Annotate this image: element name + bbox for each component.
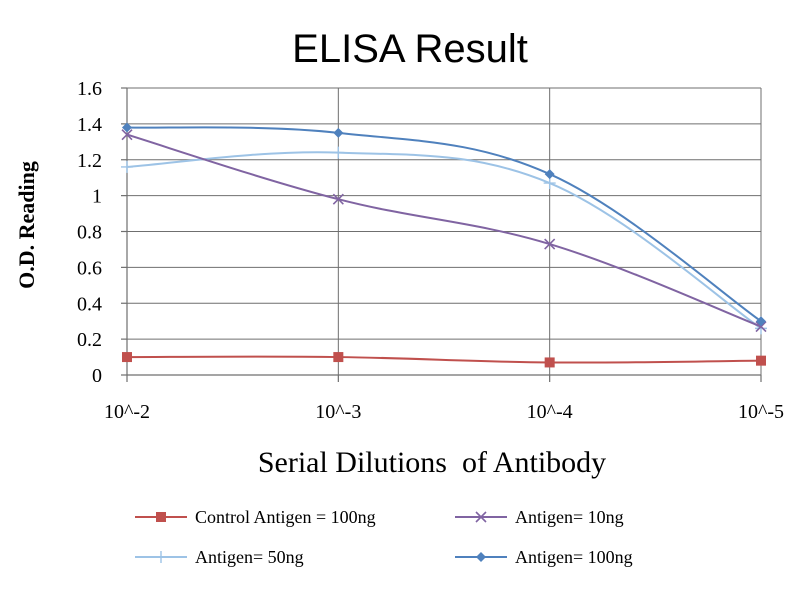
legend-label: Antigen= 100ng — [515, 547, 633, 567]
y-tick-label: 0.2 — [77, 329, 102, 351]
data-point — [332, 193, 344, 205]
legend-marker — [476, 552, 486, 562]
data-point — [121, 160, 133, 173]
series-lines — [126, 126, 762, 364]
y-tick-label: 0.8 — [77, 222, 102, 244]
y-tick-label: 0.4 — [77, 293, 102, 315]
legend-marker — [475, 511, 487, 523]
data-point — [333, 352, 344, 363]
data-point — [756, 316, 766, 327]
y-tick-label: 0 — [92, 365, 102, 387]
y-tick-label: 0.6 — [77, 257, 102, 279]
y-tick-label: 1.6 — [77, 78, 102, 100]
x-tick-label: 10^-4 — [527, 401, 573, 423]
x-tick-label: 10^-2 — [104, 401, 150, 423]
y-tick-label: 1.4 — [77, 114, 102, 136]
series-line — [126, 133, 762, 328]
y-tick-label: 1.2 — [77, 150, 102, 172]
legend: Control Antigen = 100ng Antigen= 10ng Anti… — [135, 507, 633, 567]
y-axis-label: O.D. Reading — [14, 161, 39, 289]
series-line — [126, 126, 762, 323]
legend-label: Control Antigen = 100ng — [195, 507, 376, 527]
data-point — [122, 352, 132, 363]
series-markers — [121, 122, 767, 368]
series-line — [126, 355, 762, 364]
data-point — [544, 169, 555, 180]
data-point — [755, 321, 767, 333]
grid — [127, 87, 762, 375]
x-tick-label: 10^-3 — [315, 401, 361, 423]
data-point — [333, 127, 344, 138]
axes — [121, 87, 762, 382]
data-point — [756, 355, 766, 366]
data-point — [121, 129, 133, 141]
data-point — [544, 357, 555, 368]
chart-title: ELISA Result — [292, 27, 528, 71]
data-point — [122, 122, 132, 133]
y-tick-labels: 0 0.2 0.4 0.6 0.8 1 1.2 1.4 1.6 — [77, 78, 102, 387]
series-line — [126, 151, 762, 330]
legend-label: Antigen= 10ng — [515, 507, 624, 527]
data-point — [332, 146, 345, 159]
legend-marker — [155, 551, 167, 563]
legend-marker — [156, 512, 166, 522]
x-axis-label: Serial Dilutions of Antibody — [258, 446, 606, 479]
x-tick-label: 10^-5 — [738, 401, 784, 423]
legend-label: Antigen= 50ng — [195, 547, 304, 567]
x-tick-labels: 10^-2 10^-3 10^-4 10^-5 — [104, 401, 784, 423]
data-point — [544, 238, 556, 250]
y-tick-label: 1 — [92, 186, 102, 208]
